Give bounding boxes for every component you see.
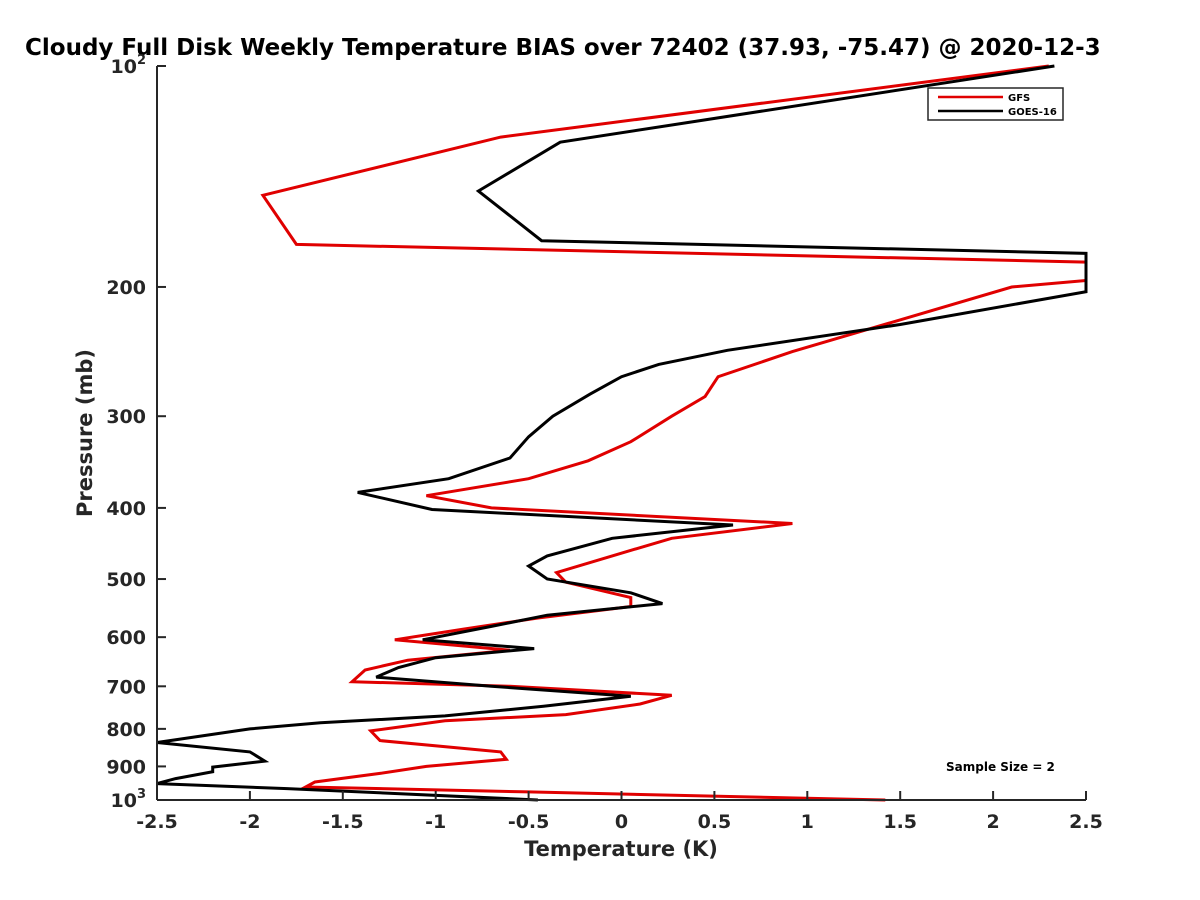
x-tick-label: -1.5 xyxy=(322,811,364,833)
series-line-goes16 xyxy=(156,64,1088,802)
x-tick-label: -2.5 xyxy=(136,811,178,833)
y-tick-label: 900 xyxy=(106,756,146,778)
y-tick-label: 500 xyxy=(106,569,146,591)
y-tick-label: 600 xyxy=(106,627,146,649)
sample-size-annotation: Sample Size = 2 xyxy=(946,760,1055,774)
legend-box xyxy=(927,87,1064,121)
y-tick-label: 102 xyxy=(111,53,147,78)
x-tick-label: 1.5 xyxy=(883,811,917,833)
x-axis-label: Temperature (K) xyxy=(524,837,718,861)
x-ticks: -2.5 -2 -1.5 -1 -0.5 0 0.5 1 1.5 2 2.5 xyxy=(136,791,1103,833)
y-tick-label: 200 xyxy=(106,277,146,299)
legend: GFS GOES-16 xyxy=(927,87,1064,121)
y-tick-label: 103 xyxy=(111,787,147,812)
x-tick-label: 2.5 xyxy=(1069,811,1103,833)
legend-label-gfs: GFS xyxy=(1008,93,1030,104)
plot-series xyxy=(156,64,1088,802)
series-line-gfs xyxy=(260,64,1088,802)
x-tick-label: -1 xyxy=(425,811,446,833)
x-tick-label: 1 xyxy=(801,811,814,833)
y-ticks: 102 200 300 400 500 600 700 800 900 103 xyxy=(106,53,166,812)
y-tick-label: 800 xyxy=(106,719,146,741)
x-tick-label: -0.5 xyxy=(508,811,550,833)
legend-label-goes16: GOES-16 xyxy=(1008,107,1057,118)
y-tick-label: 700 xyxy=(106,676,146,698)
x-tick-label: 0 xyxy=(615,811,628,833)
x-tick-label: -2 xyxy=(239,811,260,833)
x-tick-label: 2 xyxy=(986,811,999,833)
y-tick-label: 300 xyxy=(106,406,146,428)
x-tick-label: 0.5 xyxy=(698,811,732,833)
chart-title: Cloudy Full Disk Weekly Temperature BIAS… xyxy=(25,35,1101,61)
y-tick-label: 400 xyxy=(106,498,146,520)
y-axis-label: Pressure (mb) xyxy=(73,349,97,517)
